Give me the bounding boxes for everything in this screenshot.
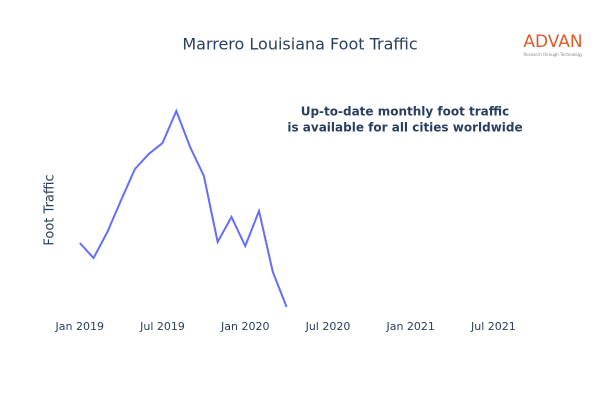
annotation-line: is available for all cities worldwide: [287, 121, 522, 135]
x-tick-label: Jan 2019: [55, 320, 104, 333]
x-tick-label: Jan 2020: [220, 320, 269, 333]
y-axis-label: Foot Traffic: [43, 174, 58, 245]
line: [79, 108, 288, 308]
chart-title: Marrero Louisiana Foot Traffic: [182, 35, 417, 54]
x-tick-label: Jul 2019: [139, 320, 185, 333]
x-tick-label: Jul 2021: [470, 320, 516, 333]
annotation-line: Up-to-date monthly foot traffic: [301, 105, 510, 119]
x-tick-label: Jul 2020: [305, 320, 351, 333]
logo-tagline: Research through Technology: [523, 52, 583, 57]
x-tick-label: Jan 2021: [385, 320, 434, 333]
logo: ADVAN: [523, 32, 582, 52]
